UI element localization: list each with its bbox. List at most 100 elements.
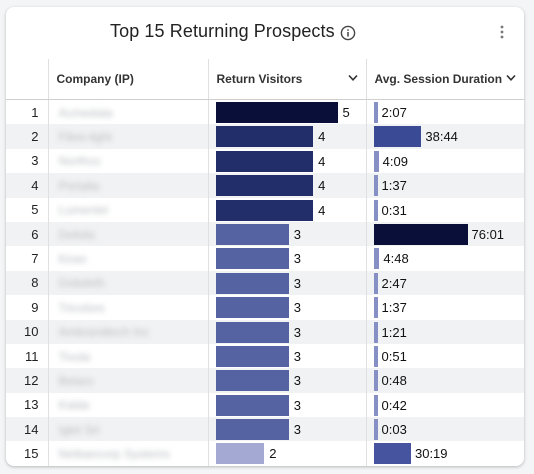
table-row[interactable]: 10 Ambrandtech Inc 3 1:21 xyxy=(6,319,524,344)
session-duration-cell: 0:51 xyxy=(365,343,524,369)
return-visitors-cell: 3 xyxy=(207,319,366,344)
return-visitors-cell: 3 xyxy=(207,295,366,320)
kebab-menu-icon[interactable] xyxy=(494,23,510,41)
return-visitors-bar xyxy=(215,443,265,465)
return-visitors-bar xyxy=(215,248,289,270)
session-duration-cell: 4:48 xyxy=(365,246,524,271)
return-visitors-value: 3 xyxy=(293,397,301,413)
company-name-blurred: Acmedata xyxy=(58,105,113,120)
session-duration-bar xyxy=(373,370,378,392)
table-row[interactable]: 1 Acmedata 5 2:07 xyxy=(6,99,524,125)
return-visitors-cell: 4 xyxy=(207,148,366,174)
chevron-down-icon[interactable] xyxy=(506,74,516,82)
row-rank: 9 xyxy=(31,299,39,315)
row-rank: 10 xyxy=(6,319,48,344)
session-duration-value: 4:09 xyxy=(382,153,408,169)
info-icon[interactable] xyxy=(340,25,356,41)
return-visitors-value: 4 xyxy=(318,153,326,169)
company-cell[interactable]: Lumentel xyxy=(47,197,208,222)
company-name-blurred: Igtel Srl xyxy=(58,422,100,437)
session-duration-value: 0:31 xyxy=(381,202,407,218)
session-duration-header[interactable]: Avg. Session Duration xyxy=(365,59,524,100)
return-visitors-header[interactable]: Return Visitors xyxy=(207,59,366,100)
session-duration-bar xyxy=(373,272,378,294)
session-duration-value: 30:19 xyxy=(414,446,448,462)
company-cell[interactable]: Kalda xyxy=(47,392,208,418)
return-visitors-bar xyxy=(215,199,314,221)
session-duration-cell: 30:19 xyxy=(365,441,524,466)
company-name-blurred: Defolix xyxy=(58,227,96,242)
company-cell[interactable]: Tivola xyxy=(47,343,208,369)
company-cell[interactable]: Igtel Srl xyxy=(47,417,208,442)
table-row[interactable]: 11 Tivola 3 0:51 xyxy=(6,343,524,369)
company-name-blurred: Netbancorp Systems xyxy=(58,447,170,462)
return-visitors-value: 3 xyxy=(293,373,301,389)
row-rank: 14 xyxy=(6,417,48,442)
table-row[interactable]: 8 Gobdeth 3 2:47 xyxy=(6,270,524,296)
session-duration-cell: 4:09 xyxy=(365,148,524,174)
return-visitors-cell: 4 xyxy=(207,124,366,149)
return-visitors-cell: 3 xyxy=(207,270,366,296)
table-row[interactable]: 4 Portalia 4 1:37 xyxy=(6,173,524,198)
returning-prospects-card: Top 15 Returning Prospects Company (IP) … xyxy=(6,7,524,466)
company-cell[interactable]: Ambrandtech Inc xyxy=(47,319,208,344)
return-visitors-value: 4 xyxy=(318,178,326,194)
company-cell[interactable]: Fibre-light xyxy=(47,124,208,149)
company-cell[interactable]: Northco xyxy=(47,148,208,174)
return-visitors-cell: 4 xyxy=(207,197,366,222)
company-cell[interactable]: Kiran xyxy=(47,246,208,271)
return-visitors-value: 3 xyxy=(293,422,301,438)
return-visitors-bar xyxy=(215,126,314,148)
company-cell[interactable]: Acmedata xyxy=(47,99,208,125)
company-name-blurred: Northco xyxy=(58,154,101,169)
session-duration-bar xyxy=(373,297,378,319)
row-rank: 5 xyxy=(31,202,39,218)
row-rank: 8 xyxy=(6,270,48,296)
table-row[interactable]: 2 Fibre-light 4 38:44 xyxy=(6,124,524,149)
table-row[interactable]: 6 Defolix 3 76:01 xyxy=(6,221,524,247)
table-row[interactable]: 9 Tricolore 3 1:37 xyxy=(6,295,524,320)
session-duration-value: 1:37 xyxy=(381,178,407,194)
chevron-down-icon[interactable] xyxy=(347,74,358,82)
session-duration-cell: 0:48 xyxy=(365,368,524,393)
session-duration-bar xyxy=(373,175,378,197)
company-cell[interactable]: Defolix xyxy=(47,221,208,247)
table-row[interactable]: 3 Northco 4 4:09 xyxy=(6,148,524,174)
session-duration-bar xyxy=(373,443,411,465)
table-row[interactable]: 13 Kalda 3 0:42 xyxy=(6,392,524,418)
session-duration-cell: 0:42 xyxy=(365,392,524,418)
session-duration-value: 76:01 xyxy=(471,226,505,242)
card-header: Top 15 Returning Prospects xyxy=(6,7,524,55)
rank-header xyxy=(6,59,48,100)
return-visitors-bar xyxy=(215,272,289,294)
session-duration-bar xyxy=(373,223,468,245)
company-cell[interactable]: Netbancorp Systems xyxy=(47,441,208,466)
return-visitors-bar xyxy=(215,223,289,245)
table-row[interactable]: 7 Kiran 3 4:48 xyxy=(6,246,524,271)
company-cell[interactable]: Portalia xyxy=(47,173,208,198)
session-duration-bar xyxy=(373,321,378,343)
row-rank: 3 xyxy=(31,153,39,169)
table-row[interactable]: 12 Belaro 3 0:48 xyxy=(6,368,524,393)
table-row[interactable]: 15 Netbancorp Systems 2 30:19 xyxy=(6,441,524,466)
table-row[interactable]: 14 Igtel Srl 3 0:03 xyxy=(6,417,524,442)
session-duration-value: 1:37 xyxy=(381,300,407,316)
session-duration-cell: 1:21 xyxy=(365,319,524,344)
company-cell[interactable]: Tricolore xyxy=(47,295,208,320)
card-title: Top 15 Returning Prospects xyxy=(110,21,335,41)
row-rank: 15 xyxy=(24,446,39,462)
company-name-blurred: Belaro xyxy=(58,373,94,388)
return-visitors-value: 4 xyxy=(318,129,326,145)
row-rank: 6 xyxy=(6,221,48,247)
return-visitors-bar xyxy=(215,175,314,197)
company-cell[interactable]: Belaro xyxy=(47,368,208,393)
table-row[interactable]: 5 Lumentel 4 0:31 xyxy=(6,197,524,222)
company-header[interactable]: Company (IP) xyxy=(47,59,208,100)
session-duration-cell: 38:44 xyxy=(365,124,524,149)
session-duration-header-label: Avg. Session Duration xyxy=(374,72,503,86)
company-name-blurred: Kiran xyxy=(58,252,87,267)
company-cell[interactable]: Gobdeth xyxy=(47,270,208,296)
return-visitors-value: 5 xyxy=(342,105,350,120)
row-rank: 12 xyxy=(6,368,48,393)
session-duration-bar xyxy=(373,419,378,441)
